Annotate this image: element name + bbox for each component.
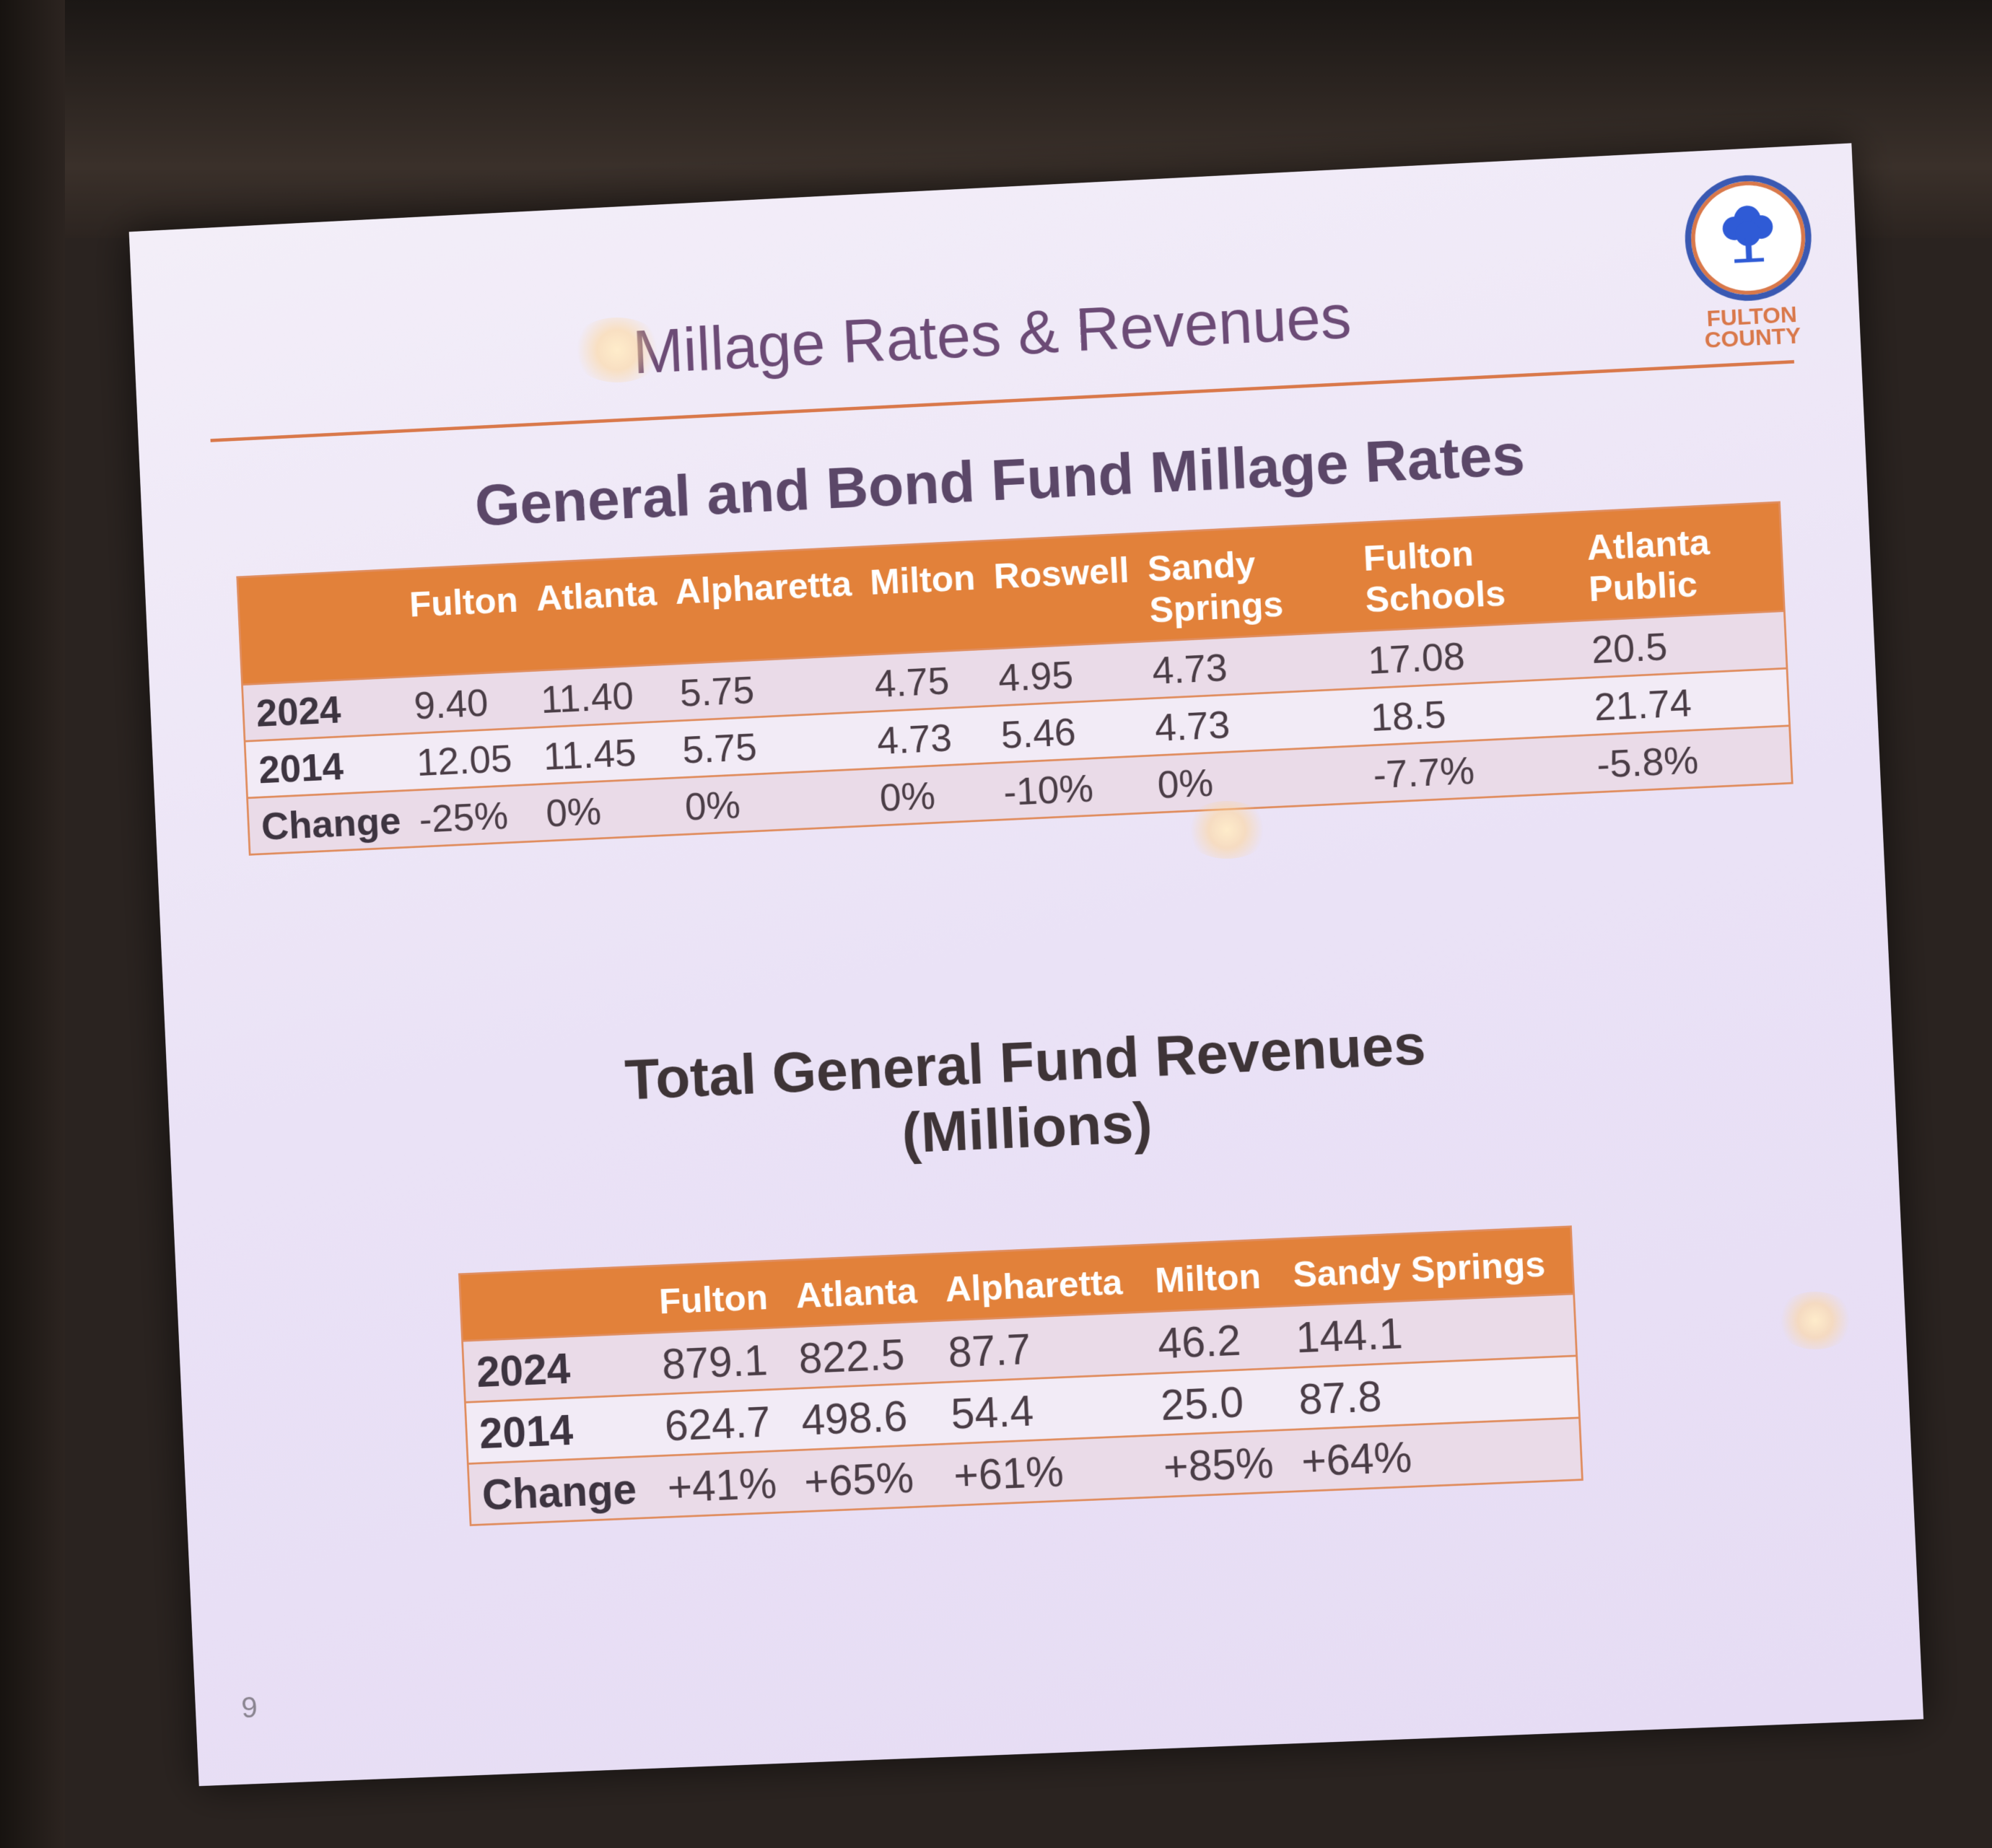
table-cell: -5.8% <box>1583 725 1793 793</box>
table-cell: 46.2 <box>1144 1306 1285 1374</box>
table-cell: 4.73 <box>863 706 990 769</box>
table-cell: +65% <box>790 1444 943 1512</box>
table-cell: 4.73 <box>1139 631 1358 699</box>
column-header: Sandy Springs <box>1134 522 1355 642</box>
table-cell: 11.40 <box>528 664 670 728</box>
row-label: Change <box>247 790 409 855</box>
table-cell: +64% <box>1288 1417 1583 1492</box>
column-header: Atlanta Public <box>1573 502 1785 621</box>
table-cell: 9.40 <box>401 670 530 734</box>
table-cell: 17.08 <box>1354 621 1581 689</box>
table-cell: +61% <box>940 1435 1153 1506</box>
row-label: 2014 <box>465 1394 655 1464</box>
table-cell: +85% <box>1150 1429 1291 1497</box>
column-header: Fulton <box>645 1260 786 1334</box>
table-cell: 0% <box>533 778 675 841</box>
row-label: 2024 <box>242 677 403 742</box>
light-glare <box>570 318 664 382</box>
table-cell: 18.5 <box>1357 678 1583 746</box>
table-cell: 4.73 <box>1141 688 1360 756</box>
header-corner-cell <box>459 1266 649 1341</box>
table-cell: +41% <box>654 1450 794 1518</box>
table-cell: 4.75 <box>861 649 988 712</box>
light-glare <box>1184 801 1270 859</box>
table-cell: 5.46 <box>987 699 1145 763</box>
table-cell: 0% <box>1144 745 1363 813</box>
table-cell: -10% <box>990 756 1147 820</box>
light-glare <box>1775 1292 1855 1349</box>
table-cell: 54.4 <box>938 1373 1150 1445</box>
column-header: Sandy Springs <box>1279 1226 1574 1307</box>
table-cell: 498.6 <box>787 1382 941 1450</box>
page-number: 9 <box>240 1691 258 1725</box>
table-cell: 624.7 <box>651 1388 791 1456</box>
table-cell: 0% <box>866 763 993 826</box>
column-header: Roswell <box>979 533 1140 649</box>
table-cell: 25.0 <box>1147 1367 1288 1436</box>
projection-screen: FULTON COUNTY Millage Rates & Revenues G… <box>79 40 1986 1821</box>
table-cell: -7.7% <box>1360 735 1586 803</box>
header-corner-cell <box>237 569 401 685</box>
row-label: 2024 <box>462 1333 652 1403</box>
millage-table: Fulton Atlanta Alpharetta Milton Roswell Sand… <box>236 501 1794 856</box>
column-header: Alpharetta <box>661 547 862 665</box>
column-header: Fulton <box>396 563 528 678</box>
column-header: Milton <box>856 540 985 655</box>
table-cell: 5.75 <box>666 654 864 722</box>
table-cell: 20.5 <box>1578 610 1787 678</box>
logo-seal <box>1682 172 1814 305</box>
table-cell: 12.05 <box>403 727 533 791</box>
column-header: Milton <box>1141 1239 1283 1313</box>
revenues-heading: Total General Fund Revenues (Millions) <box>167 991 1896 1198</box>
table-cell: 87.7 <box>935 1312 1148 1383</box>
room-wall <box>0 0 65 1848</box>
column-header: Fulton Schools <box>1350 512 1578 632</box>
table-cell: 144.1 <box>1282 1294 1577 1368</box>
column-header: Atlanta <box>523 556 667 671</box>
row-label: Change <box>468 1455 658 1525</box>
row-label: 2014 <box>245 733 406 798</box>
table-cell: 4.95 <box>984 641 1142 706</box>
revenues-table: Fulton Atlanta Alpharetta Milton Sandy Sprin… <box>458 1225 1583 1527</box>
tree-icon <box>1722 205 1774 263</box>
column-header: Alpharetta <box>932 1245 1145 1321</box>
slide-title: Millage Rates & Revenues <box>631 283 1353 387</box>
table-cell: -25% <box>406 784 536 848</box>
slide: FULTON COUNTY Millage Rates & Revenues G… <box>128 143 1924 1787</box>
table-cell: 0% <box>671 768 870 836</box>
table-cell: 87.8 <box>1285 1355 1580 1430</box>
table-cell: 879.1 <box>648 1327 788 1395</box>
table-cell: 822.5 <box>785 1321 938 1389</box>
table-cell: 11.45 <box>530 721 672 785</box>
table-cell: 5.75 <box>669 711 867 779</box>
column-header: Atlanta <box>782 1253 935 1328</box>
fulton-county-logo: FULTON COUNTY <box>1678 172 1820 353</box>
table-cell: 21.74 <box>1581 668 1790 736</box>
